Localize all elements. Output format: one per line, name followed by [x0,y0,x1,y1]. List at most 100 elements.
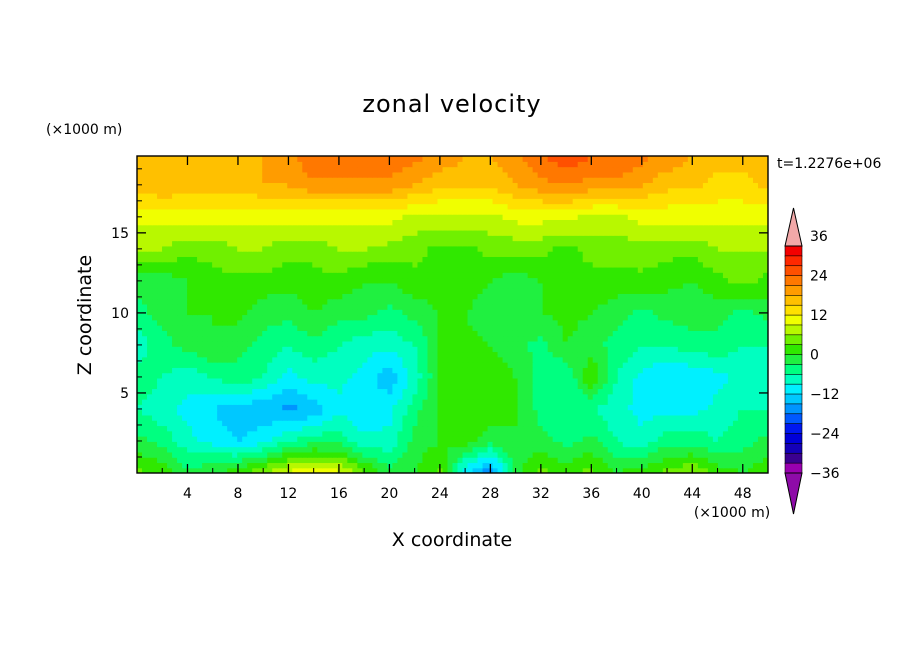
field-cell [577,451,584,458]
field-cell [462,282,469,289]
field-cell [482,340,489,347]
field-cell [302,436,308,442]
field-cell [407,277,414,284]
field-cell [347,451,353,458]
field-cell [597,282,604,289]
field-cell [387,388,394,395]
field-cell [567,436,574,442]
field-cell [397,367,404,374]
field-cell [382,436,388,442]
field-cell [517,457,524,464]
field-cell [392,399,399,405]
field-cell [247,393,253,400]
field-cell [332,404,338,411]
field-cell [582,288,589,294]
field-cell [497,430,504,437]
field-cell [267,319,273,326]
field-cell [667,362,674,368]
field-cell [577,377,584,384]
field-cell [292,383,298,390]
field-cell [167,425,173,432]
field-cell [532,388,539,395]
field-cell [432,346,439,353]
field-cell [137,309,143,316]
field-cell [747,404,754,411]
field-cell [717,383,724,390]
field-cell [522,277,529,284]
field-cell [207,303,213,310]
field-cell [602,266,609,273]
field-cell [272,362,278,368]
field-cell [707,441,714,448]
field-cell [417,372,424,379]
field-cell [167,261,173,268]
field-cell [242,420,248,427]
field-cell [757,441,764,448]
field-cell [602,393,609,400]
field-cell [692,367,699,374]
field-cell [662,309,669,316]
field-cell [472,319,479,326]
field-cell [252,404,258,411]
field-cell [297,325,303,331]
field-cell [452,383,459,390]
field-cell [512,446,519,453]
field-cell [582,462,589,469]
field-cell [692,303,699,310]
field-cell [717,425,724,432]
field-cell [497,346,504,353]
field-cell [447,356,454,363]
field-cell [252,266,258,273]
field-cell [277,314,283,321]
field-cell [187,383,193,390]
field-cell [482,425,489,432]
field-cell [292,425,298,432]
field-cell [692,467,699,473]
field-cell [317,467,323,473]
field-cell [152,436,158,442]
field-cell [427,372,434,379]
field-cell [407,362,414,368]
field-cell [372,393,378,400]
field-cell [762,441,768,448]
field-cell [142,393,148,400]
field-cell [392,309,399,316]
field-cell [667,388,674,395]
field-cell [152,325,158,331]
field-cell [392,451,399,458]
field-cell [762,430,768,437]
field-cell [672,388,679,395]
field-cell [642,367,649,374]
field-cell [392,346,399,353]
field-cell [347,346,353,353]
field-cell [742,325,749,331]
field-cell [552,404,559,411]
field-cell [627,372,634,379]
field-cell [692,282,699,289]
field-cell [677,325,684,331]
field-cell [352,266,358,273]
field-cell [587,446,594,453]
field-cell [177,367,183,374]
field-cell [507,430,514,437]
field-cell [342,457,348,464]
field-cell [642,319,649,326]
field-cell [657,282,664,289]
field-cell [592,356,599,363]
field-cell [367,388,373,395]
field-cell [527,314,534,321]
field-cell [172,409,178,416]
field-cell [442,462,449,469]
field-cell [407,383,414,390]
field-cell [662,399,669,405]
field-cell [227,298,233,305]
field-cell [522,451,529,458]
field-cell [187,351,193,358]
field-cell [177,409,183,416]
field-cell [727,436,734,442]
field-cell [312,457,318,464]
field-cell [497,309,504,316]
field-cell [337,340,343,347]
field-cell [317,303,323,310]
field-cell [672,277,679,284]
